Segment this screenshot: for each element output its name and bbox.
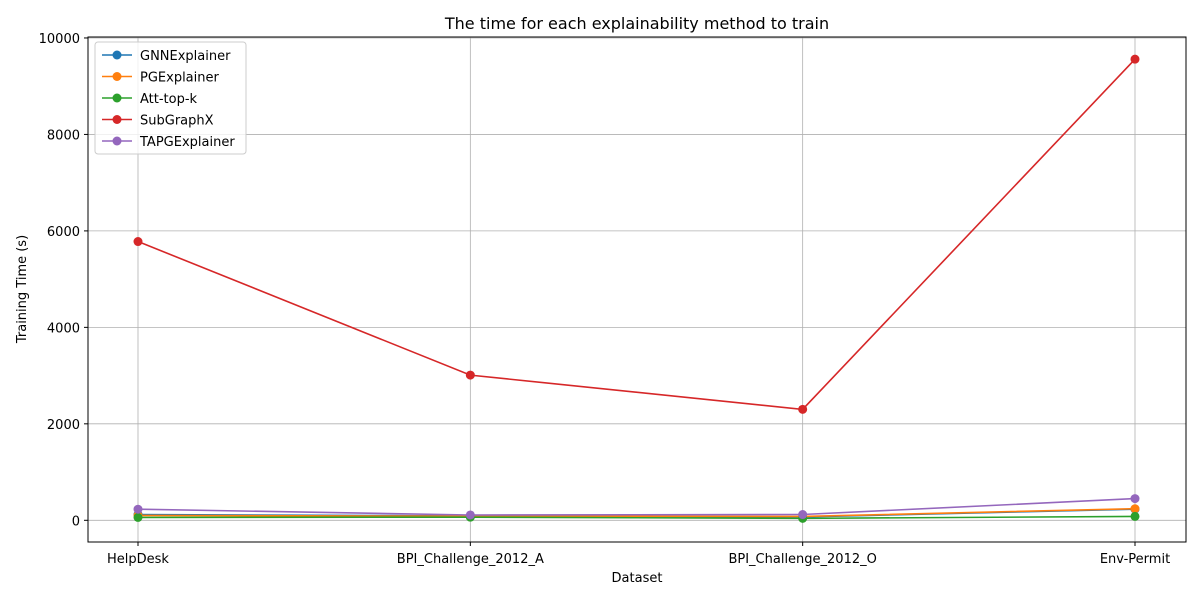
plot-frame (87, 36, 1187, 543)
series-line (137, 515, 1136, 520)
legend-marker (112, 50, 122, 60)
y-tick-label: 6000 (47, 225, 80, 240)
series-group (133, 54, 1140, 523)
legend-label: Att-top-k (140, 92, 198, 107)
legend-marker (112, 115, 122, 124)
data-point (133, 504, 143, 514)
legend-item: TAPGExplainer (102, 135, 235, 150)
y-axis-ticks: 0 2000 4000 6000 8000 10000 (39, 32, 88, 529)
legend-item: SubGraphX (102, 114, 214, 129)
legend-marker (112, 136, 122, 146)
x-tick-label: BPI_Challenge_2012_O (728, 552, 876, 567)
legend-item: Att-top-k (102, 92, 198, 107)
data-point (133, 237, 143, 247)
legend-marker (112, 93, 122, 103)
legend-item: GNNExplainer (102, 49, 231, 64)
y-tick-label: 10000 (39, 32, 80, 47)
x-tick-label: HelpDesk (107, 552, 169, 567)
series-tapgexplainer (133, 494, 1140, 520)
legend: GNNExplainer PGExplainer Att-top-k SubGraph… (94, 41, 247, 155)
y-tick-label: 2000 (47, 418, 80, 433)
data-point (1130, 54, 1140, 64)
y-axis-label: Training Time (s) (15, 235, 30, 344)
data-point (1130, 504, 1140, 514)
x-tick-label: BPI_Challenge_2012_A (397, 552, 544, 567)
data-point (465, 370, 475, 380)
legend-box (94, 41, 247, 155)
chart-title: The time for each explainability method … (444, 14, 829, 33)
series-line (137, 58, 1136, 411)
y-tick-label: 8000 (47, 128, 80, 143)
legend-label: GNNExplainer (140, 49, 231, 64)
data-point (465, 510, 475, 520)
y-tick-label: 4000 (47, 321, 80, 336)
series-subgraphx (133, 54, 1140, 414)
legend-label: TAPGExplainer (139, 135, 235, 150)
data-point (133, 512, 143, 522)
grid (88, 37, 1186, 542)
series-line (137, 497, 1136, 516)
x-axis-label: Dataset (612, 571, 663, 586)
y-tick-label: 0 (72, 514, 80, 529)
series-line (137, 507, 1136, 518)
x-tick-label: Env-Permit (1100, 552, 1170, 567)
legend-label: PGExplainer (140, 71, 219, 86)
data-point (1130, 511, 1140, 521)
x-axis-ticks: HelpDesk BPI_Challenge_2012_A BPI_Challeng… (107, 542, 1170, 567)
legend-item: PGExplainer (102, 71, 219, 86)
data-point (1130, 494, 1140, 504)
data-point (798, 404, 808, 414)
legend-label: SubGraphX (140, 114, 214, 129)
data-point (798, 510, 808, 520)
legend-marker (112, 72, 122, 81)
